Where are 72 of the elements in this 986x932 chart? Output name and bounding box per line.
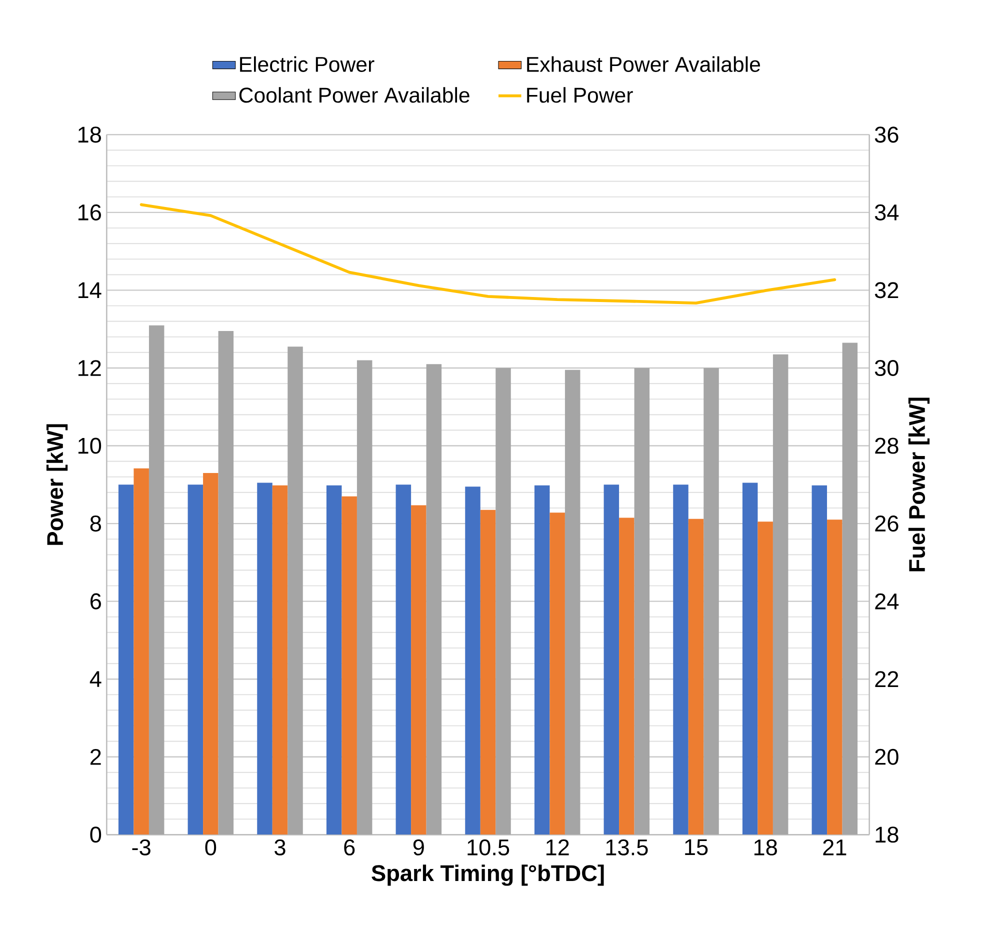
bar xyxy=(257,482,272,835)
y2-tick-label: 18 xyxy=(876,826,898,843)
x-tick-label: 12 xyxy=(546,839,569,856)
x-tick-label: 15 xyxy=(685,839,708,856)
bar xyxy=(288,346,303,835)
bar xyxy=(742,482,758,835)
bar xyxy=(272,485,288,835)
x-tick-label: 0 xyxy=(205,839,216,856)
bar xyxy=(758,522,773,835)
bar xyxy=(134,468,149,835)
bar xyxy=(356,360,372,835)
bar xyxy=(842,342,858,835)
bar xyxy=(534,485,550,835)
y-tick-label: 18 xyxy=(78,126,101,143)
x-tick-label: 21 xyxy=(823,839,846,856)
bar xyxy=(188,484,204,835)
bar xyxy=(218,331,234,835)
y-tick-label: 2 xyxy=(90,748,101,765)
y2-tick-label: 28 xyxy=(875,438,898,454)
x-tick-label: 18 xyxy=(754,839,777,856)
bar xyxy=(564,370,580,835)
y2-tick-label: 30 xyxy=(874,360,898,376)
bar xyxy=(604,484,620,835)
bar xyxy=(426,364,442,835)
y-tick-label: 10 xyxy=(78,438,102,454)
bar xyxy=(550,512,565,835)
x-tick-label: 13.5 xyxy=(606,839,648,856)
y2-axis-title: Fuel Power [kW] xyxy=(908,398,930,572)
bar xyxy=(772,354,788,835)
bar xyxy=(827,520,842,835)
y-tick-label: 6 xyxy=(90,593,101,610)
y2-tick-label: 32 xyxy=(874,282,898,298)
x-tick-label: 6 xyxy=(344,839,355,856)
bar xyxy=(203,472,218,835)
bar xyxy=(673,484,688,835)
y-tick-label: 16 xyxy=(78,204,101,220)
legend-label: Exhaust Power Available xyxy=(527,56,760,72)
bar xyxy=(634,368,650,835)
bar xyxy=(688,518,704,835)
legend-label: Electric Power xyxy=(240,56,374,72)
bar xyxy=(704,368,719,835)
x-tick-label: 9 xyxy=(413,839,424,856)
bar xyxy=(619,518,634,835)
bar xyxy=(326,485,342,835)
bar xyxy=(118,484,134,835)
y-axis-title: Power [kW] xyxy=(46,424,68,545)
legend-label: Fuel Power xyxy=(527,87,633,103)
y2-tick-label: 22 xyxy=(875,671,898,688)
line-series xyxy=(140,203,836,305)
bar xyxy=(465,486,480,835)
bar xyxy=(342,496,357,835)
bar xyxy=(396,484,412,835)
y2-tick-label: 34 xyxy=(874,204,899,220)
y2-tick-label: 26 xyxy=(875,516,898,532)
bar xyxy=(411,505,426,835)
y-tick-label: 14 xyxy=(78,282,102,298)
y-tick-label: 12 xyxy=(78,360,101,376)
y2-tick-label: 20 xyxy=(875,748,898,765)
bar xyxy=(480,510,496,835)
legend-label: Coolant Power Available xyxy=(239,87,470,103)
x-tick-label: -3 xyxy=(132,839,150,856)
x-tick-label: 10.5 xyxy=(468,839,510,856)
x-tick-label: 3 xyxy=(274,839,286,856)
bar xyxy=(812,485,828,835)
y-tick-label: 8 xyxy=(90,516,101,532)
y-tick-label: 0 xyxy=(90,826,102,843)
bar xyxy=(496,368,511,835)
y2-tick-label: 24 xyxy=(875,593,899,610)
y2-tick-label: 36 xyxy=(874,126,898,143)
x-axis-title: Spark Timing [°bTDC] xyxy=(372,864,604,886)
bar xyxy=(148,325,164,835)
y-tick-label: 4 xyxy=(90,671,102,687)
